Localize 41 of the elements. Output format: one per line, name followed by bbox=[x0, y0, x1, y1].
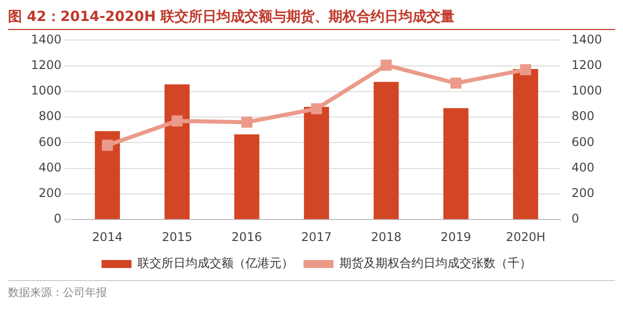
point bbox=[172, 115, 183, 126]
y2-tick-label: 1000 bbox=[571, 84, 602, 98]
y2-tick-label: 1200 bbox=[571, 58, 602, 72]
y-tick-label: 1000 bbox=[30, 84, 62, 98]
point bbox=[310, 103, 322, 114]
bar bbox=[94, 131, 120, 220]
bar bbox=[234, 134, 260, 220]
y2-tick-label: 200 bbox=[571, 186, 594, 200]
y2-tick-label: 400 bbox=[571, 160, 594, 174]
y-tick-label: 0 bbox=[54, 212, 62, 226]
y-tick-label: 800 bbox=[38, 109, 62, 124]
x-tick-label: 2017 bbox=[301, 230, 332, 244]
bar bbox=[304, 106, 330, 220]
legend-label: 期货及期权合约日均成交张数（千） bbox=[340, 256, 532, 270]
point bbox=[450, 78, 462, 89]
source-note: 数据来源：公司年报 bbox=[8, 280, 615, 300]
bar bbox=[374, 82, 399, 220]
y-tick-label: 1200 bbox=[30, 58, 62, 72]
legend-label: 联交所日均成交额（亿港元） bbox=[138, 256, 294, 270]
y2-tick-label: 0 bbox=[571, 212, 580, 226]
x-tick-label: 2015 bbox=[162, 230, 192, 244]
chart-title: 图 42：2014-2020H 联交所日均成交额与期货、期权合约日均成交量 bbox=[8, 8, 615, 30]
x-tick-label: 2016 bbox=[232, 230, 262, 244]
y2-tick-label: 800 bbox=[571, 109, 594, 124]
y2-tick-label: 600 bbox=[571, 134, 594, 149]
bar bbox=[513, 69, 538, 220]
y2-tick-label: 1400 bbox=[571, 32, 602, 46]
point bbox=[520, 64, 532, 76]
bar bbox=[443, 108, 468, 220]
point bbox=[102, 140, 113, 151]
point bbox=[241, 116, 252, 128]
y-tick-label: 600 bbox=[38, 134, 62, 149]
x-tick-label: 2014 bbox=[92, 230, 123, 244]
bar bbox=[164, 84, 190, 220]
x-tick-label: 2018 bbox=[370, 230, 402, 244]
y-tick-label: 200 bbox=[38, 186, 62, 200]
y-tick-label: 400 bbox=[38, 160, 62, 174]
x-tick-label: 2019 bbox=[440, 230, 472, 244]
x-tick-label: 2020H bbox=[506, 230, 546, 244]
point bbox=[380, 60, 392, 71]
y-tick-label: 1400 bbox=[30, 32, 62, 46]
